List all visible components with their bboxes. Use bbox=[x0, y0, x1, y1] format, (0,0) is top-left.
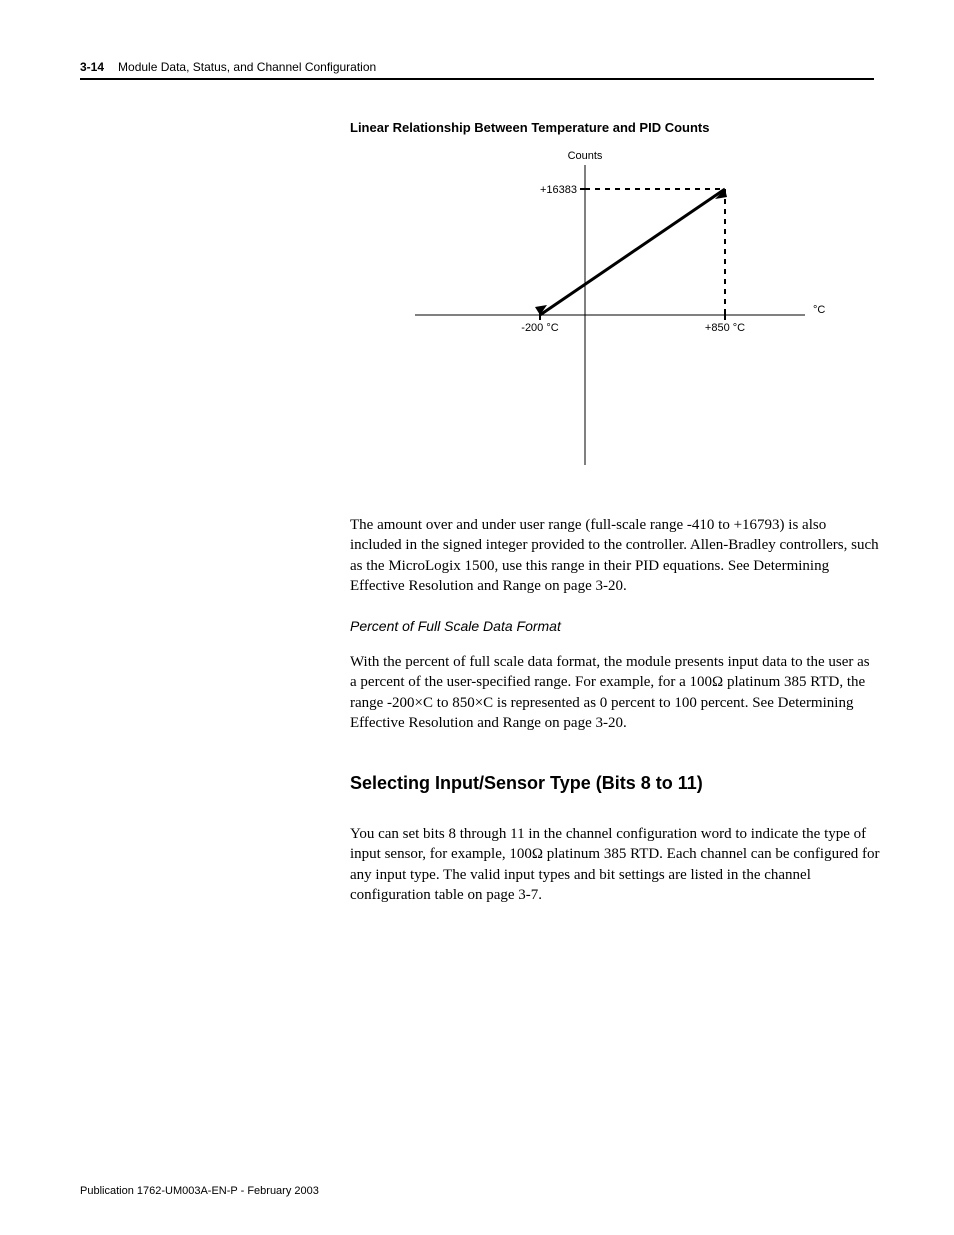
header-title: Module Data, Status, and Channel Configu… bbox=[118, 60, 376, 74]
chart-container: Counts +16383 -200 °C +850 °C °C bbox=[385, 145, 845, 485]
page-footer: Publication 1762-UM003A-EN-P - February … bbox=[80, 1185, 319, 1197]
paragraph-2: With the percent of full scale data form… bbox=[350, 652, 880, 733]
chart-svg: Counts +16383 -200 °C +850 °C °C bbox=[385, 145, 845, 485]
x-tick-right-label: +850 °C bbox=[705, 322, 745, 334]
page-container: 3-14 Module Data, Status, and Channel Co… bbox=[0, 0, 954, 1235]
data-line bbox=[540, 189, 725, 315]
page-content: Linear Relationship Between Temperature … bbox=[350, 120, 880, 905]
chart-title: Linear Relationship Between Temperature … bbox=[350, 120, 880, 135]
y-axis-label: Counts bbox=[568, 150, 603, 162]
page-header: 3-14 Module Data, Status, and Channel Co… bbox=[80, 60, 874, 80]
x-axis-label: °C bbox=[813, 304, 825, 316]
paragraph-1: The amount over and under user range (fu… bbox=[350, 515, 880, 596]
page-number: 3-14 bbox=[80, 60, 104, 74]
subheading-italic: Percent of Full Scale Data Format bbox=[350, 618, 880, 634]
paragraph-3: You can set bits 8 through 11 in the cha… bbox=[350, 824, 880, 905]
y-tick-label: +16383 bbox=[540, 184, 577, 196]
section-heading: Selecting Input/Sensor Type (Bits 8 to 1… bbox=[350, 773, 880, 794]
x-tick-left-label: -200 °C bbox=[521, 322, 558, 334]
